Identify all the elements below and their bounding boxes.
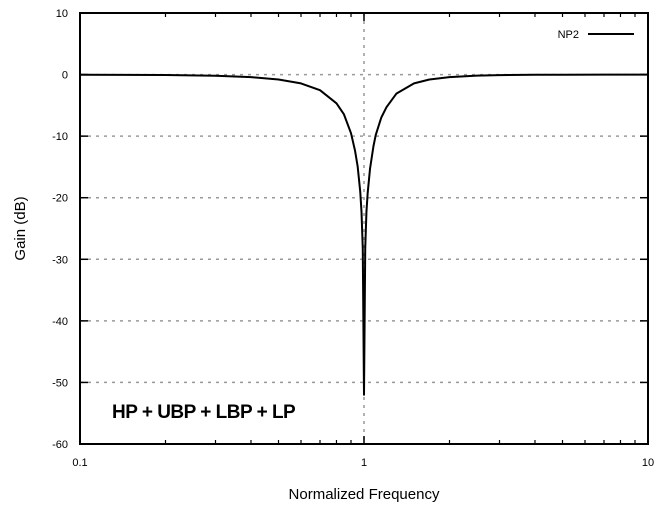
x-tick-label: 10 <box>642 457 654 469</box>
y-tick-label: -50 <box>52 377 68 389</box>
filter-annotation: HP + UBP + LBP + LP <box>112 402 296 423</box>
y-tick-label: 0 <box>62 70 68 82</box>
ticks-layer: 10 0 -10 -20 -30 -40 -50 -60 0.1 1 10 <box>52 8 654 469</box>
x-axis-title: Normalized Frequency <box>289 486 440 503</box>
legend-label-np2: NP2 <box>558 29 579 41</box>
y-axis-title: Gain (dB) <box>12 196 29 260</box>
y-tick-label: -10 <box>52 131 68 143</box>
y-tick-label: -40 <box>52 316 68 328</box>
legend: NP2 <box>558 29 634 41</box>
series-layer <box>79 73 649 396</box>
x-tick-label: 1 <box>361 457 367 469</box>
y-tick-label: -20 <box>52 193 68 205</box>
series-line-np2 <box>79 73 649 396</box>
x-tick-label: 0.1 <box>72 457 87 469</box>
y-tick-label: -30 <box>52 254 68 266</box>
y-tick-label: -60 <box>52 439 68 451</box>
y-tick-label: 10 <box>56 8 68 20</box>
